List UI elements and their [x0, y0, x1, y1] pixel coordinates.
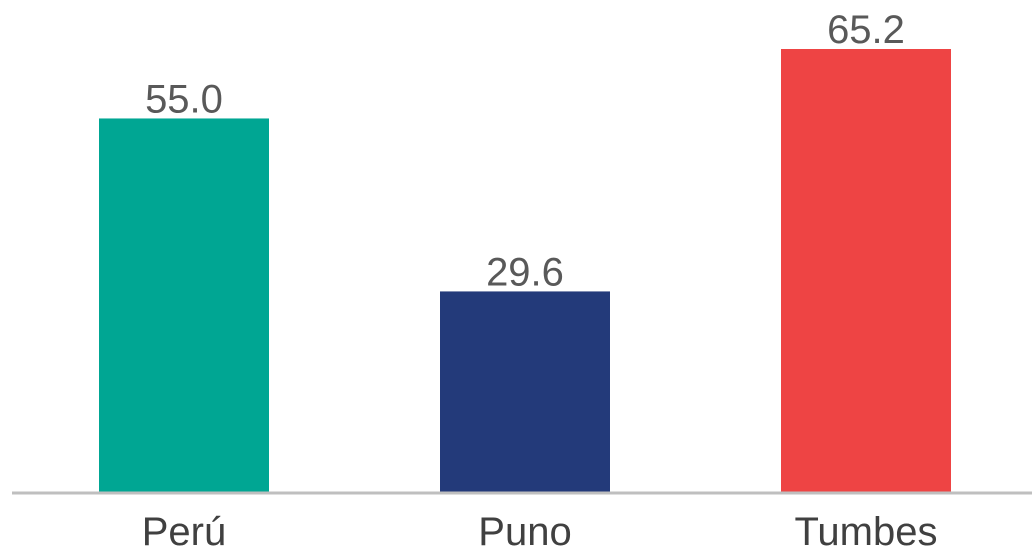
- x-tick-label-peru: Perú: [142, 510, 227, 550]
- value-labels-layer: 55.0 29.6 65.2: [145, 8, 905, 294]
- value-label-tumbes: 65.2: [827, 8, 905, 52]
- bar-tumbes: [781, 49, 951, 493]
- value-label-peru: 55.0: [145, 77, 223, 121]
- x-tick-labels-layer: Perú Puno Tumbes: [142, 510, 938, 550]
- bar-peru: [99, 118, 269, 494]
- value-label-puno: 29.6: [486, 250, 564, 294]
- bar-puno: [440, 291, 610, 493]
- x-tick-label-puno: Puno: [478, 510, 571, 550]
- bars-layer: [99, 49, 951, 494]
- x-tick-label-tumbes: Tumbes: [794, 510, 937, 550]
